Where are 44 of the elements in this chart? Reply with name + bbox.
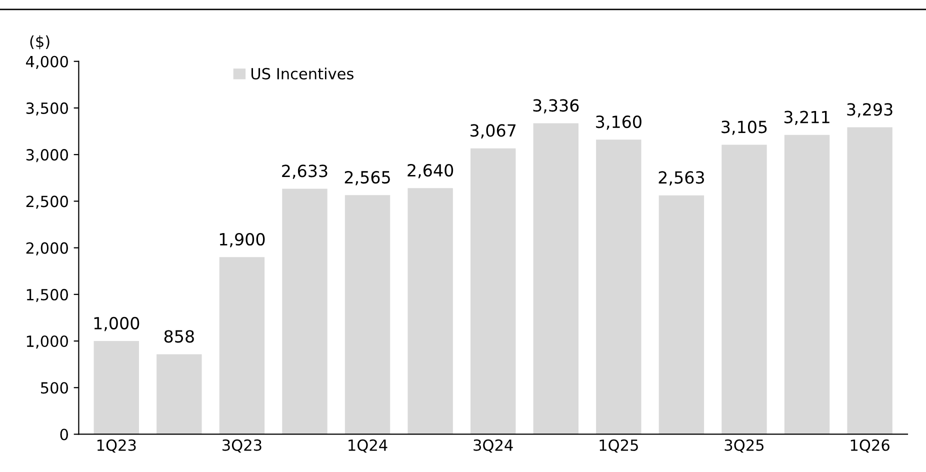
bar (408, 188, 453, 434)
data-label: 3,160 (596, 115, 642, 130)
x-tick-label: 1Q26 (850, 439, 890, 453)
bar (94, 341, 139, 434)
y-tick-label: 1,500 (26, 288, 68, 302)
bar (784, 134, 830, 434)
bar (847, 127, 892, 434)
bar (156, 354, 202, 434)
y-tick-label: 3,500 (26, 102, 68, 116)
y-tick-label: 4,000 (26, 56, 68, 69)
bar (533, 123, 578, 434)
data-label: 3,067 (470, 124, 516, 138)
data-label: 858 (164, 330, 194, 343)
y-tick-label: 500 (41, 382, 68, 394)
y-tick-label: 0 (60, 428, 68, 440)
legend-label: US Incentives (251, 68, 354, 80)
y-tick-label: 2,000 (26, 242, 68, 256)
data-label: 2,565 (344, 170, 390, 186)
y-tick-label: 2,500 (26, 196, 68, 209)
data-label: 2,633 (282, 164, 328, 179)
y-axis-title: ($) (30, 35, 50, 50)
data-label: 3,336 (533, 99, 579, 114)
bar (219, 257, 265, 434)
y-tick-label: 3,000 (26, 149, 68, 162)
bar (658, 195, 704, 434)
bar (596, 140, 642, 434)
data-label: 1,000 (94, 316, 140, 332)
data-label: 2,640 (408, 164, 454, 178)
data-label: 3,211 (784, 110, 830, 126)
data-label: 1,900 (220, 232, 265, 248)
x-tick-label: 1Q25 (600, 439, 638, 453)
data-label: 3,293 (847, 103, 892, 118)
x-tick-label: 3Q23 (222, 439, 262, 453)
data-label: 2,563 (658, 171, 704, 186)
bar (470, 148, 516, 434)
x-tick-label: 1Q24 (348, 439, 388, 453)
y-tick-label: 1,000 (26, 335, 68, 349)
x-tick-label: 1Q23 (97, 439, 136, 453)
data-label: 3,105 (722, 120, 767, 135)
bar (344, 195, 390, 434)
bar (722, 144, 767, 434)
bar (282, 188, 328, 434)
x-tick-label: 3Q24 (474, 439, 513, 453)
x-tick-label: 3Q25 (724, 439, 764, 453)
